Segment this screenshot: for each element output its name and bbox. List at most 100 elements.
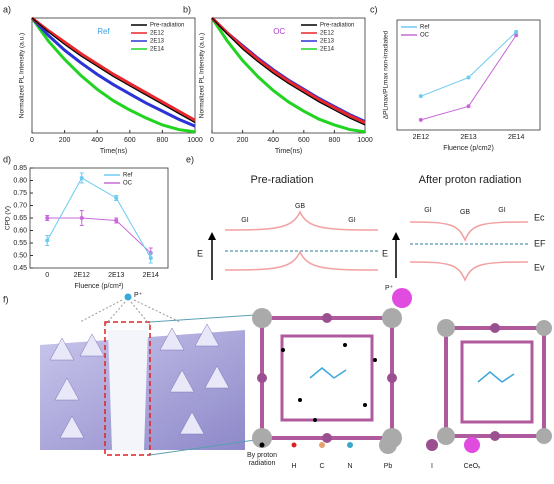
x-tick-label: 400 xyxy=(267,137,279,144)
panel-label: f) xyxy=(3,294,9,304)
legend-label: 2E13 xyxy=(320,39,335,45)
x-tick-label: 800 xyxy=(329,137,341,144)
gi-label: GI xyxy=(498,207,505,214)
zoom-line xyxy=(149,439,256,456)
panel-label: b) xyxy=(183,4,191,14)
legend-icons xyxy=(259,436,480,454)
x-tick-label: 0 xyxy=(45,272,49,279)
y-tick-label: 0.85 xyxy=(13,165,27,172)
band-edge xyxy=(224,250,379,271)
legend-label: Pb xyxy=(384,463,393,470)
series-line xyxy=(210,16,366,125)
data-point xyxy=(466,75,471,80)
data-point xyxy=(114,218,119,223)
ec-label: Ec xyxy=(534,212,545,222)
legend-label: 2E12 xyxy=(150,31,165,37)
panel-label: d) xyxy=(3,154,11,164)
y-axis-label: Normalized PL Intensity (a.u.) xyxy=(199,33,206,118)
octahedra xyxy=(49,323,230,439)
series-line xyxy=(31,16,196,122)
energy-label: E xyxy=(197,248,203,258)
x-tick-label: 2E13 xyxy=(460,134,476,141)
y-axis-label: ΔPLmax/PLmax non-irradiated xyxy=(383,30,390,119)
ceox-particle xyxy=(392,288,412,308)
legend-label: N xyxy=(347,463,352,470)
x-tick-label: 1000 xyxy=(357,137,373,144)
panel-label: a) xyxy=(3,4,11,14)
y-tick-label: 0.75 xyxy=(13,190,27,197)
legend-label: H xyxy=(291,463,296,470)
legend-label: Pre-radiation xyxy=(150,23,184,29)
x-tick-label: 2E14 xyxy=(508,134,524,141)
data-point xyxy=(114,196,119,200)
series-line xyxy=(210,17,366,134)
gi-label: GI xyxy=(348,217,355,224)
unit-cell xyxy=(252,308,402,448)
series-line xyxy=(30,17,196,134)
y-axis-label: Normalized PL Intensity (a.u.) xyxy=(19,33,26,118)
gi-label: GI xyxy=(241,217,248,224)
plot-frame xyxy=(211,17,366,134)
gi-label: GI xyxy=(424,207,431,214)
x-tick-label: 1000 xyxy=(187,137,203,144)
x-tick-label: 2E12 xyxy=(413,134,429,141)
energy-label: E xyxy=(382,248,388,258)
arrow-head xyxy=(392,232,400,240)
x-tick-label: 800 xyxy=(157,137,169,144)
data-point xyxy=(514,29,519,34)
series-line xyxy=(31,17,196,124)
data-point xyxy=(148,256,153,260)
data-point xyxy=(514,33,519,38)
panel-label: e) xyxy=(186,154,194,164)
x-tick-label: 200 xyxy=(59,137,71,144)
y-tick-label: 0.80 xyxy=(13,177,27,184)
data-point xyxy=(79,176,84,180)
x-tick-label: 600 xyxy=(124,137,136,144)
grain-boundary xyxy=(108,330,148,450)
x-tick-label: 0 xyxy=(210,137,214,144)
data-point xyxy=(418,117,423,122)
x-axis-label: Time(ns) xyxy=(100,148,127,155)
arrow-head xyxy=(208,232,216,240)
diagram-title: After proton radiation xyxy=(419,174,522,186)
gb-label: GB xyxy=(295,203,305,210)
x-tick-label: 2E13 xyxy=(108,272,124,279)
proton-paths xyxy=(79,299,181,326)
band-edge xyxy=(409,261,529,282)
series-line xyxy=(46,177,152,259)
band-edge xyxy=(224,210,379,231)
proton-label: P⁺ xyxy=(385,285,394,292)
legend-label: I xyxy=(431,463,433,470)
legend-label: C xyxy=(319,463,324,470)
y-tick-label: 0.65 xyxy=(13,215,27,222)
y-tick-label: 0.60 xyxy=(13,227,27,234)
proton-label: P⁺ xyxy=(134,292,143,299)
data-point xyxy=(466,104,471,109)
y-tick-label: 0.70 xyxy=(13,202,27,209)
x-axis-label: Fluence (p/cm²) xyxy=(74,283,123,290)
x-tick-label: 0 xyxy=(30,137,34,144)
diagram-title: Pre-radiation xyxy=(251,174,314,186)
legend-label: 2E13 xyxy=(150,39,165,45)
x-axis-label: Fluence (p/cm2) xyxy=(443,145,494,152)
zoom-line xyxy=(149,314,256,323)
series-line xyxy=(47,217,152,254)
y-tick-label: 0.50 xyxy=(13,252,27,259)
legend-label: Pre-radiation xyxy=(320,23,354,29)
y-tick-label: 0.55 xyxy=(13,240,27,247)
gb-label: GB xyxy=(460,209,470,216)
legend-label: CeOₓ xyxy=(464,463,481,470)
legend-label: Ref xyxy=(123,173,133,179)
highlight-box xyxy=(104,321,151,456)
series-line xyxy=(211,17,366,126)
legend-label: Ref xyxy=(420,25,430,31)
band-edge xyxy=(409,221,529,242)
legend-label: OC xyxy=(420,33,430,39)
x-tick-label: 2E12 xyxy=(74,272,90,279)
series-line xyxy=(210,16,366,123)
legend-label: 2E14 xyxy=(150,47,165,53)
y-axis-label: CPD (V) xyxy=(5,206,12,230)
data-point xyxy=(45,216,50,220)
